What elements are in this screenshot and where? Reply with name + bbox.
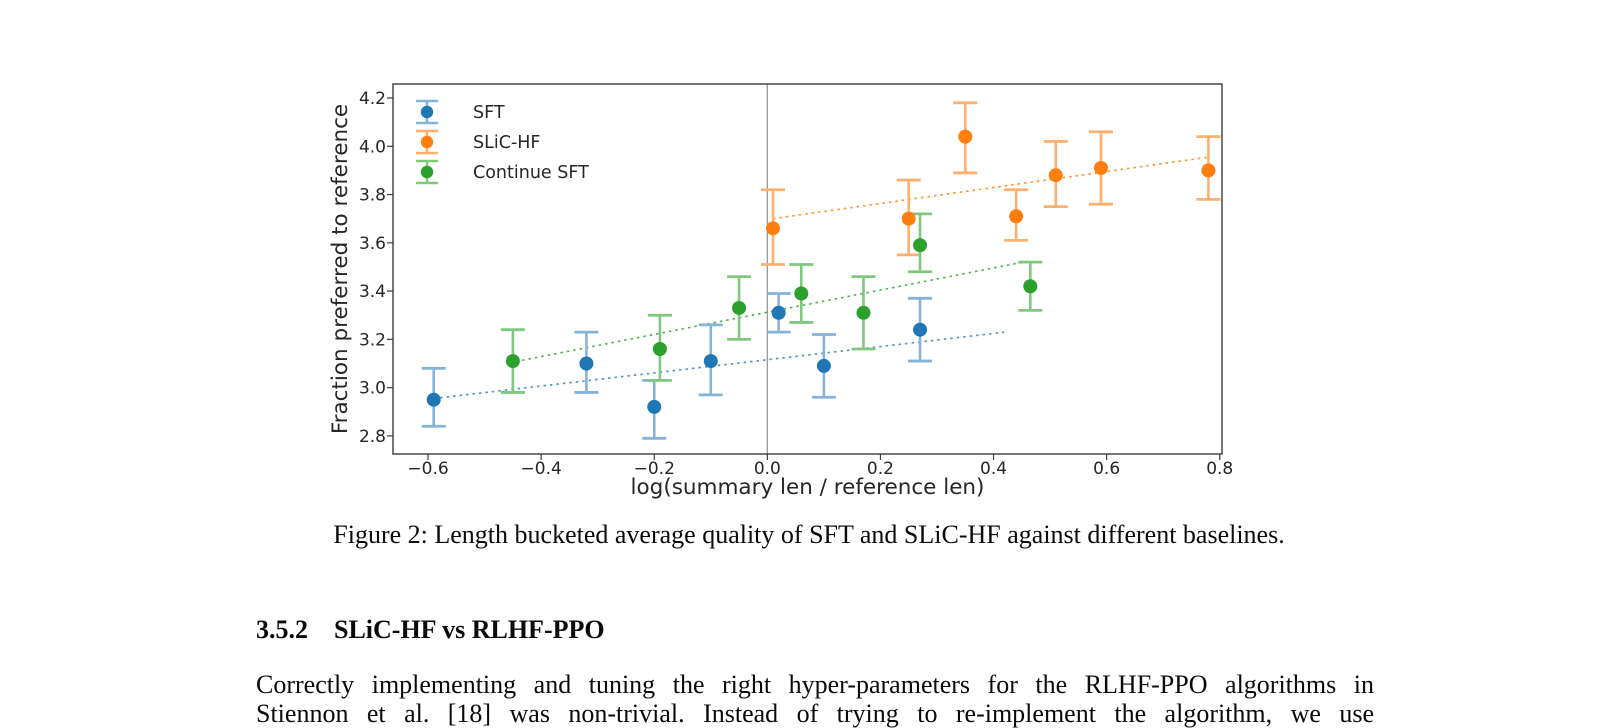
x-tick-label: 0.6 bbox=[1093, 459, 1120, 479]
data-point-series-0 bbox=[771, 305, 786, 320]
legend-label: SLiC-HF bbox=[473, 133, 540, 153]
x-axis-label: log(summary len / reference len) bbox=[631, 475, 985, 500]
y-tick-label: 3.4 bbox=[359, 282, 386, 302]
data-point-series-2 bbox=[1023, 279, 1038, 294]
body-text-line2: Stiennon et al. [18] was non-trivial. In… bbox=[256, 699, 1374, 728]
data-point-series-1 bbox=[958, 129, 973, 144]
x-tick-label: −0.2 bbox=[634, 459, 675, 479]
body-text-line1: Correctly implementing and tuning the ri… bbox=[256, 670, 1374, 699]
trend-line-series-2 bbox=[515, 260, 1028, 363]
section-heading: 3.5.2 SLiC-HF vs RLHF-PPO bbox=[256, 615, 605, 644]
data-point-series-2 bbox=[652, 342, 667, 357]
data-point-series-1 bbox=[1048, 168, 1063, 183]
figure-caption: Figure 2: Length bucketed average qualit… bbox=[333, 520, 1285, 549]
legend-point bbox=[420, 165, 434, 179]
section-title: SLiC-HF vs RLHF-PPO bbox=[334, 615, 605, 644]
data-point-series-2 bbox=[856, 305, 871, 320]
legend-point bbox=[420, 135, 434, 149]
data-point-series-2 bbox=[794, 286, 809, 301]
data-point-series-0 bbox=[703, 354, 718, 369]
data-point-series-1 bbox=[901, 211, 916, 226]
y-tick-label: 3.6 bbox=[359, 234, 386, 254]
legend-label: Continue SFT bbox=[473, 163, 589, 183]
x-tick-label: 0.4 bbox=[980, 459, 1007, 479]
y-tick-label: 2.8 bbox=[359, 427, 386, 447]
data-point-series-0 bbox=[426, 392, 441, 407]
y-axis-label: Fraction preferred to reference bbox=[328, 104, 353, 434]
legend-label: SFT bbox=[473, 103, 505, 123]
data-point-series-1 bbox=[1093, 160, 1108, 175]
data-point-series-0 bbox=[913, 322, 928, 337]
y-tick-label: 3.0 bbox=[359, 379, 386, 399]
data-point-series-2 bbox=[913, 238, 928, 253]
x-tick-label: 0.8 bbox=[1206, 459, 1233, 479]
data-point-series-1 bbox=[766, 221, 781, 236]
figure2-chart: −0.6 −0.4 −0.2 0.0 0.2 0.4 0.6 0.8 2.8 3.0 3.2 3.4 3… bbox=[328, 83, 1233, 500]
data-point-series-1 bbox=[1009, 209, 1024, 224]
y-tick-label: 4.0 bbox=[359, 137, 386, 157]
x-tick-label: −0.6 bbox=[407, 459, 448, 479]
data-point-series-0 bbox=[579, 356, 594, 371]
x-tick-label: −0.4 bbox=[521, 459, 562, 479]
x-tick-label: 0.2 bbox=[867, 459, 894, 479]
trend-line-series-0 bbox=[433, 331, 1005, 400]
x-tick-label: 0.0 bbox=[754, 459, 781, 479]
trend-line-series-1 bbox=[772, 156, 1209, 220]
data-point-series-1 bbox=[1201, 163, 1216, 178]
data-point-series-2 bbox=[732, 300, 747, 315]
data-point-series-0 bbox=[647, 399, 662, 414]
section-number: 3.5.2 bbox=[256, 615, 308, 644]
data-point-series-0 bbox=[816, 358, 831, 373]
body-paragraph: Correctly implementing and tuning the ri… bbox=[256, 670, 1374, 728]
y-tick-label: 3.8 bbox=[359, 186, 386, 206]
data-point-series-2 bbox=[505, 354, 520, 369]
legend-point bbox=[420, 105, 434, 119]
y-tick-label: 3.2 bbox=[359, 330, 386, 350]
y-tick-label: 4.2 bbox=[359, 89, 386, 109]
plot-border bbox=[392, 83, 1223, 455]
